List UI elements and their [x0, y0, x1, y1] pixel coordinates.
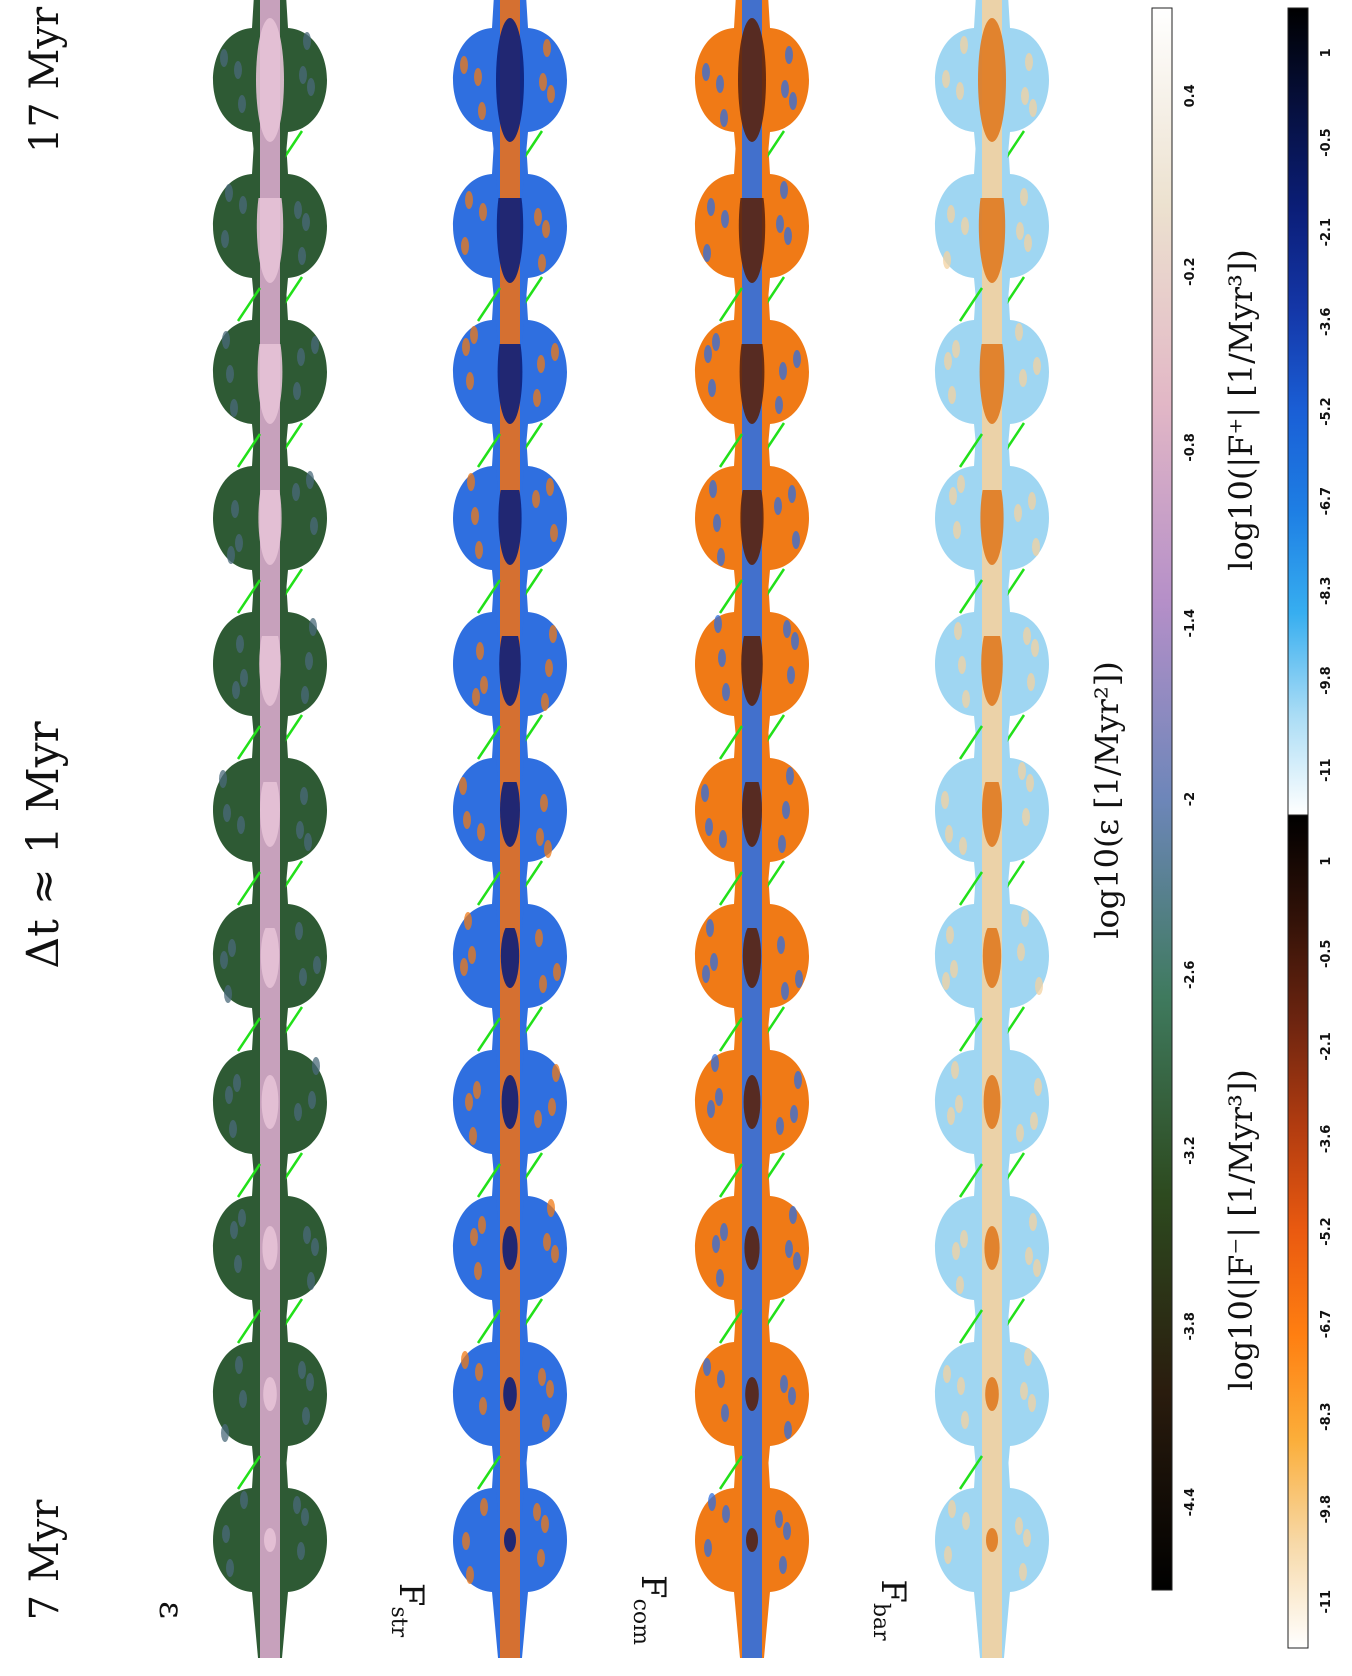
panel-grid: [213, 0, 1049, 1658]
negative-colorbar-tick: -9.8: [1319, 1495, 1334, 1523]
positive-colorbar-tick: -9.8: [1319, 666, 1334, 694]
row-label-3: Fbar: [868, 1579, 913, 1641]
positive-colorbar-tick: -11: [1319, 758, 1334, 782]
epsilon-colorbar-tick: -2: [1183, 792, 1198, 806]
time-start-label: 7 Myr: [22, 1499, 68, 1621]
row-label-0: ε: [151, 1601, 191, 1619]
epsilon-colorbar-tick: -4.4: [1183, 1488, 1198, 1516]
positive-colorbar-label: log10(|F⁺| [1/Myr³]): [1222, 249, 1260, 571]
negative-colorbar-tick: -6.7: [1319, 1310, 1334, 1338]
negative-colorbar: -11 -9.8 -8.3 -6.7 -5.2 -3.6 -2.1 -0.5 1 log10(|F…: [1222, 814, 1334, 1649]
positive-colorbar-tick: 1: [1319, 48, 1334, 57]
negative-colorbar-tick: -5.2: [1319, 1217, 1334, 1245]
time-step-label: Δt ≈ 1 Myr: [18, 720, 69, 968]
positive-colorbar-tick: -0.5: [1319, 128, 1334, 156]
positive-colorbar-tick: -2.1: [1319, 218, 1334, 246]
epsilon-colorbar-tick: -2.6: [1183, 961, 1198, 989]
epsilon-colorbar-label: log10(ε [1/Myr²]): [1088, 661, 1126, 939]
positive-colorbar-tick: -8.3: [1319, 577, 1334, 605]
negative-colorbar-tick: -2.1: [1319, 1032, 1334, 1060]
negative-colorbar-label: log10(|F⁻| [1/Myr³]): [1222, 1069, 1260, 1391]
positive-colorbar-tick: -6.7: [1319, 487, 1334, 515]
row-labels: ε Fstr Fcom Fbar: [151, 1575, 913, 1645]
negative-colorbar-tick: -3.6: [1319, 1125, 1334, 1153]
time-end-label: 17 Myr: [22, 6, 68, 153]
epsilon-colorbar-tick: -0.8: [1183, 433, 1198, 461]
row-label-1: Fstr: [386, 1583, 431, 1638]
colorbars: -4.4 -3.8 -3.2 -2.6 -2 -1.4 -0.8 -0.2 0.4 log10(ε…: [1088, 7, 1334, 1649]
epsilon-colorbar-tick: 0.4: [1183, 84, 1198, 107]
positive-colorbar-tick: -5.2: [1319, 397, 1334, 425]
epsilon-colorbar: -4.4 -3.8 -3.2 -2.6 -2 -1.4 -0.8 -0.2 0.4 log10(ε…: [1088, 7, 1198, 1591]
panel-r0-s10: [213, 0, 327, 198]
row-label-2: Fcom: [628, 1575, 673, 1645]
negative-colorbar-tick: -11: [1319, 1590, 1334, 1614]
panel-r3-s10: [935, 0, 1049, 198]
negative-colorbar-tick: -8.3: [1319, 1402, 1334, 1430]
epsilon-colorbar-tick: -3.8: [1183, 1312, 1198, 1340]
epsilon-colorbar-tick: -0.2: [1183, 257, 1198, 285]
negative-colorbar-tick: 1: [1319, 857, 1334, 866]
epsilon-colorbar-tick: -1.4: [1183, 609, 1198, 637]
positive-colorbar: -11 -9.8 -8.3 -6.7 -5.2 -3.6 -2.1 -0.5 1 log10(|F…: [1222, 7, 1334, 816]
positive-colorbar-tick: -3.6: [1319, 308, 1334, 336]
epsilon-colorbar-tick: -3.2: [1183, 1136, 1198, 1164]
negative-colorbar-tick: -0.5: [1319, 940, 1334, 968]
panel-r1-s10: [453, 0, 567, 198]
time-header: 7 Myr Δt ≈ 1 Myr 17 Myr: [18, 6, 69, 1620]
panel-r2-s10: [695, 0, 809, 198]
